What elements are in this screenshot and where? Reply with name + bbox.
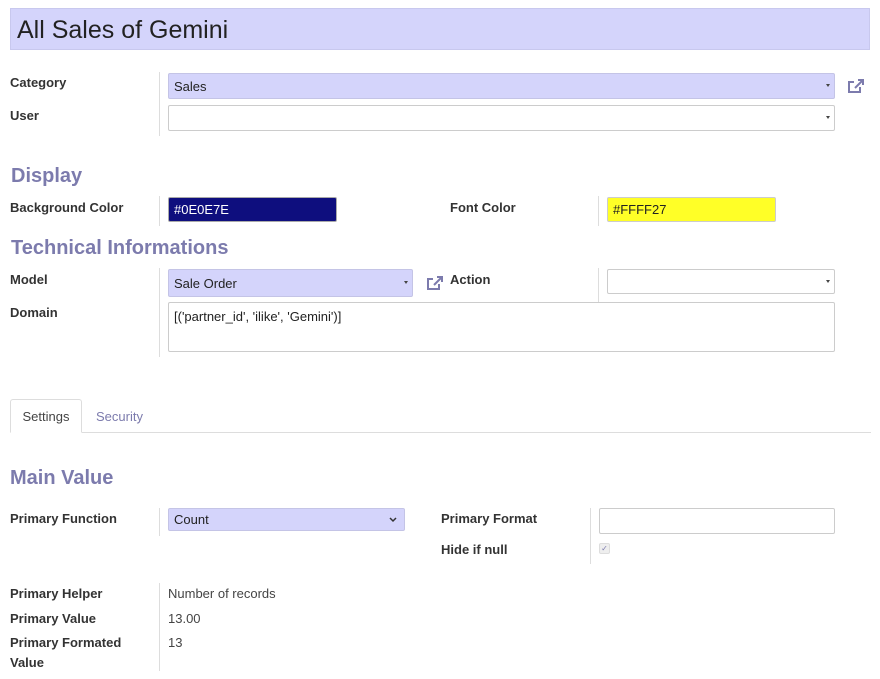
divider xyxy=(159,508,160,536)
external-link-icon[interactable] xyxy=(846,76,866,96)
action-select[interactable] xyxy=(607,269,835,294)
user-select[interactable] xyxy=(168,105,835,131)
domain-label: Domain xyxy=(10,305,58,320)
font-color-label: Font Color xyxy=(450,200,516,215)
bg-color-label: Background Color xyxy=(10,200,124,215)
caret-down-icon xyxy=(404,281,408,284)
category-value: Sales xyxy=(174,78,207,94)
primary-format-input[interactable] xyxy=(599,508,835,534)
caret-down-icon xyxy=(826,84,830,87)
primary-formated-label: Primary Formated xyxy=(10,635,122,650)
caret-down-icon xyxy=(826,116,830,119)
divider xyxy=(159,196,160,226)
user-label: User xyxy=(10,108,39,123)
category-label: Category xyxy=(10,75,67,90)
record-title-input[interactable]: All Sales of Gemini xyxy=(10,8,870,50)
divider xyxy=(590,508,591,564)
primary-format-label: Primary Format xyxy=(441,511,538,526)
domain-textarea[interactable]: [('partner_id', 'ilike', 'Gemini')] xyxy=(168,302,835,352)
model-value: Sale Order xyxy=(174,275,237,291)
chevron-down-icon xyxy=(389,517,397,523)
action-label: Action xyxy=(450,272,491,287)
divider xyxy=(598,268,599,302)
external-link-icon[interactable] xyxy=(425,273,445,293)
divider xyxy=(159,583,160,671)
hide-if-null-label: Hide if null xyxy=(441,542,508,557)
primary-function-value: Count xyxy=(174,512,209,527)
tab-settings[interactable]: Settings xyxy=(10,399,82,433)
primary-function-select[interactable]: Count xyxy=(168,508,405,531)
primary-helper-value: Number of records xyxy=(168,586,276,601)
tabs-divider xyxy=(10,432,871,433)
primary-value-value: 13.00 xyxy=(168,611,201,626)
display-heading: Display xyxy=(11,165,83,187)
model-select[interactable]: Sale Order xyxy=(168,269,413,297)
primary-formated-label-line2: Value xyxy=(10,655,44,670)
font-color-input[interactable]: #FFFF27 xyxy=(607,197,776,222)
primary-helper-label: Primary Helper xyxy=(10,586,103,601)
category-select[interactable]: Sales xyxy=(168,73,835,99)
divider xyxy=(159,268,160,357)
model-label: Model xyxy=(10,272,48,287)
caret-down-icon xyxy=(826,279,830,283)
tab-security[interactable]: Security xyxy=(96,409,143,424)
primary-function-label: Primary Function xyxy=(10,511,117,526)
main-value-heading: Main Value xyxy=(10,467,114,489)
divider xyxy=(598,196,599,226)
primary-formated-value: 13 xyxy=(168,635,183,650)
primary-value-label: Primary Value xyxy=(10,611,96,626)
bg-color-input[interactable]: #0E0E7E xyxy=(168,197,337,222)
hide-if-null-checkbox[interactable]: ✓ xyxy=(599,543,610,554)
technical-heading: Technical Informations xyxy=(11,237,229,259)
divider xyxy=(159,72,160,136)
